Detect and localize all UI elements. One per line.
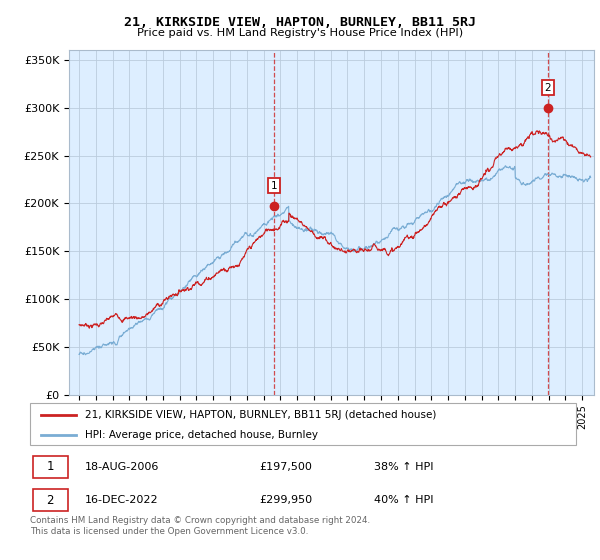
Text: 1: 1 — [271, 180, 277, 190]
Text: 16-DEC-2022: 16-DEC-2022 — [85, 495, 158, 505]
FancyBboxPatch shape — [33, 456, 68, 478]
Text: £299,950: £299,950 — [259, 495, 313, 505]
Text: Price paid vs. HM Land Registry's House Price Index (HPI): Price paid vs. HM Land Registry's House … — [137, 28, 463, 38]
Text: Contains HM Land Registry data © Crown copyright and database right 2024.
This d: Contains HM Land Registry data © Crown c… — [30, 516, 370, 536]
Text: 21, KIRKSIDE VIEW, HAPTON, BURNLEY, BB11 5RJ: 21, KIRKSIDE VIEW, HAPTON, BURNLEY, BB11… — [124, 16, 476, 29]
Text: 2: 2 — [46, 493, 54, 507]
Text: £197,500: £197,500 — [259, 462, 312, 472]
Text: 18-AUG-2006: 18-AUG-2006 — [85, 462, 159, 472]
Text: 21, KIRKSIDE VIEW, HAPTON, BURNLEY, BB11 5RJ (detached house): 21, KIRKSIDE VIEW, HAPTON, BURNLEY, BB11… — [85, 410, 436, 420]
Text: HPI: Average price, detached house, Burnley: HPI: Average price, detached house, Burn… — [85, 430, 317, 440]
Text: 2: 2 — [545, 82, 551, 92]
Text: 40% ↑ HPI: 40% ↑ HPI — [374, 495, 433, 505]
Text: 38% ↑ HPI: 38% ↑ HPI — [374, 462, 433, 472]
FancyBboxPatch shape — [33, 489, 68, 511]
Text: 1: 1 — [46, 460, 54, 473]
